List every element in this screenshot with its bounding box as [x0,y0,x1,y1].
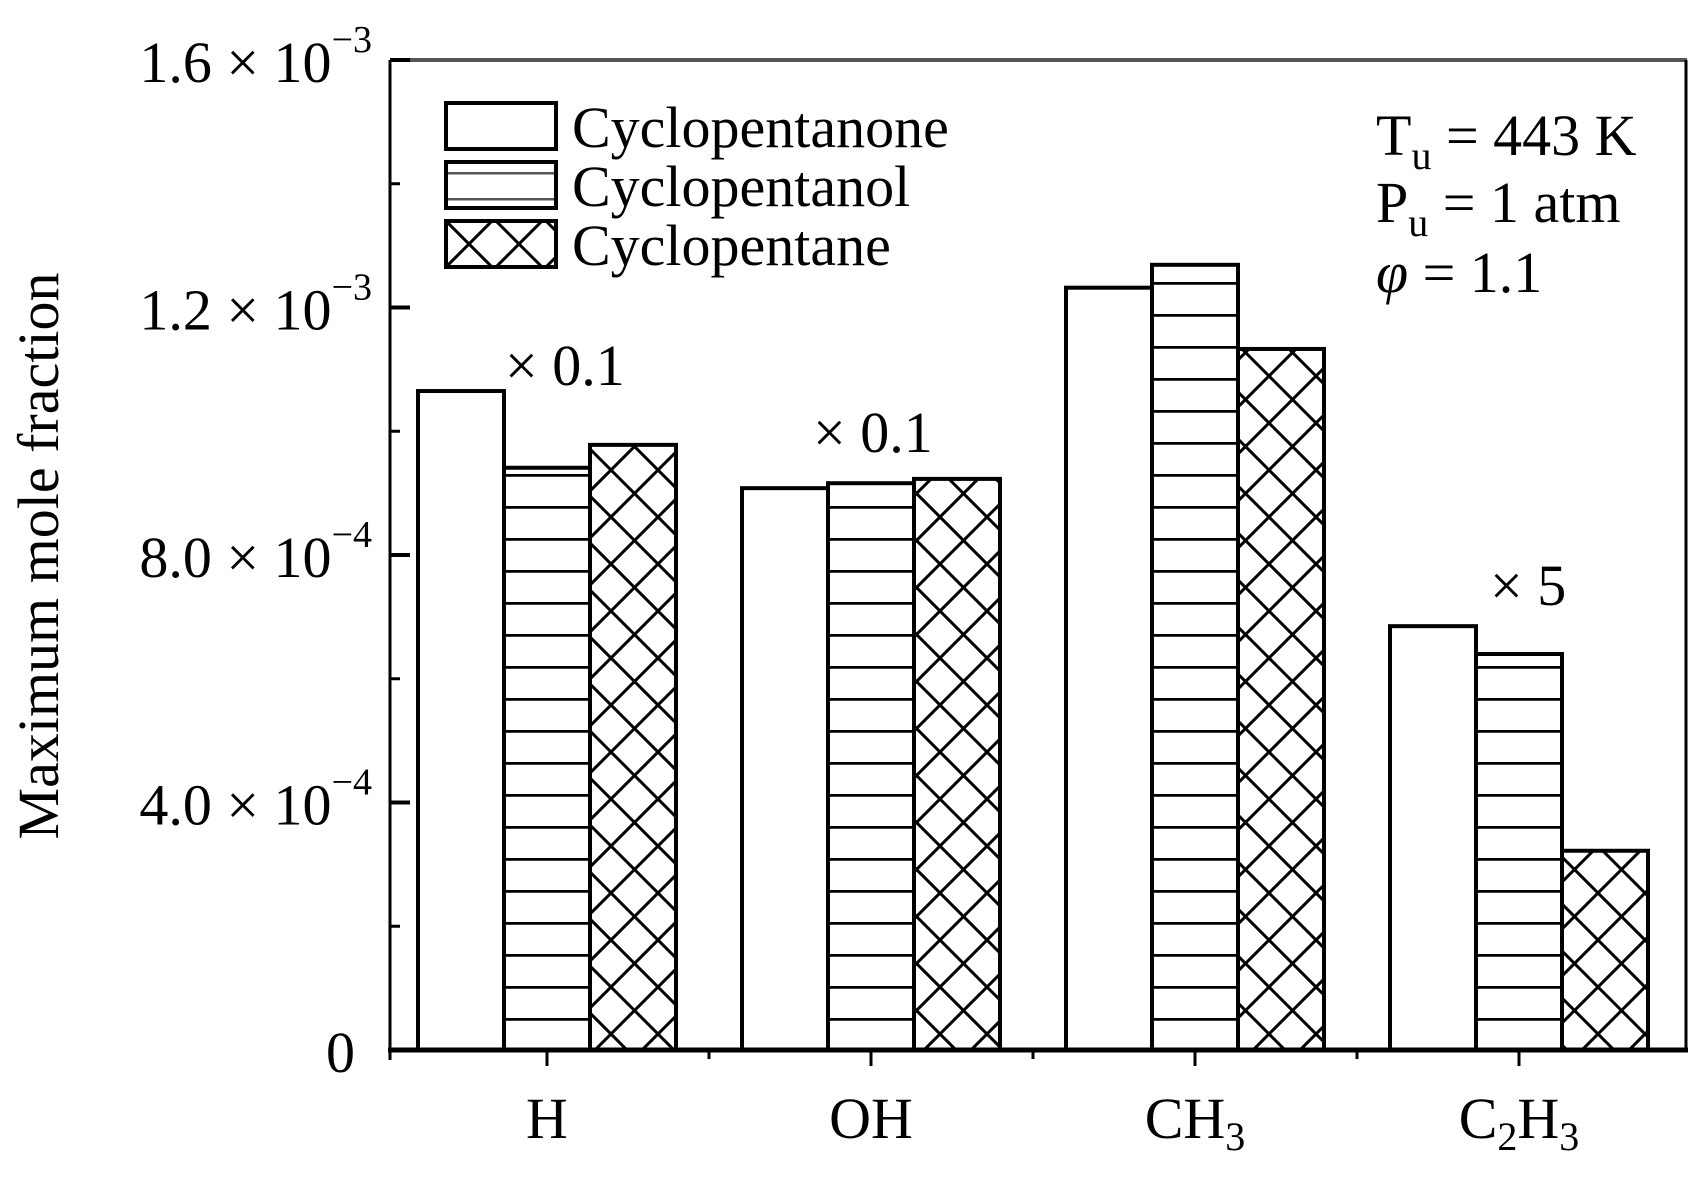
y-tick-label: 1.2 × 10−3 [139,267,372,343]
legend-label: Cyclopentanol [572,154,910,219]
bar-group-oh [740,476,1002,1053]
bar-c2h3-cyclopentanol [1474,652,1564,1052]
legend-swatch-none [444,101,558,151]
multiplier-label-h: × 0.1 [505,333,625,398]
legend-label: Cyclopentane [572,213,891,278]
multiplier-label-oh: × 0.1 [813,400,933,465]
y-tick-label: 0 [326,1020,355,1085]
bar-ch3-cyclopentanol [1150,262,1240,1052]
bar-ch3-cyclopentane [1236,346,1326,1052]
bar-oh-cyclopentane [912,476,1002,1052]
bar-group-ch3 [1064,262,1326,1052]
legend-label: Cyclopentanone [572,95,949,160]
x-axis-ticks: H OH CH3 C2H3 [526,1050,1579,1159]
bar-c2h3-cyclopentanone [1388,624,1478,1052]
bars [416,262,1650,1053]
condition-line-2: Pu = 1 atm [1376,170,1620,245]
bar-h-cyclopentanol [502,465,592,1053]
multiplier-label-c2h3: × 5 [1490,553,1566,618]
bar-h-cyclopentanone [416,389,506,1052]
condition-line-1: Tu = 443 K [1376,103,1637,178]
bar-ch3-cyclopentanone [1064,285,1154,1052]
bar-c2h3-cyclopentane [1560,848,1650,1053]
legend-item-cyclopentanone: Cyclopentanone [444,95,949,160]
y-tick-label: 1.6 × 10−3 [139,19,372,95]
bar-oh-cyclopentanol [826,481,916,1053]
legend-swatch-horizontal [444,160,558,210]
y-axis-ticks: 0 4.0 × 10−4 8.0 × 10−4 1.2 × 10−3 1.6 × 10−… [139,19,410,1085]
x-category-label-ch3: CH3 [1145,1086,1246,1159]
bar-group-h [416,389,678,1053]
legend-swatch-crosshatch [444,219,558,269]
legend-item-cyclopentanol: Cyclopentanol [444,154,910,219]
y-axis-title: Maximum mole fraction [6,273,71,840]
bar-h-cyclopentane [588,442,678,1052]
x-category-label-oh: OH [829,1086,913,1151]
x-category-label-h: H [526,1086,568,1151]
scale-multipliers: × 0.1 × 0.1 × 5 [505,333,1566,618]
y-tick-label: 8.0 × 10−4 [139,514,372,590]
bar-group-c2h3 [1388,624,1650,1053]
bar-oh-cyclopentanone [740,486,830,1052]
x-category-label-c2h3: C2H3 [1459,1086,1580,1159]
legend-item-cyclopentane: Cyclopentane [444,213,891,278]
condition-line-3: φ = 1.1 [1376,240,1542,305]
y-tick-label: 4.0 × 10−4 [139,762,372,838]
